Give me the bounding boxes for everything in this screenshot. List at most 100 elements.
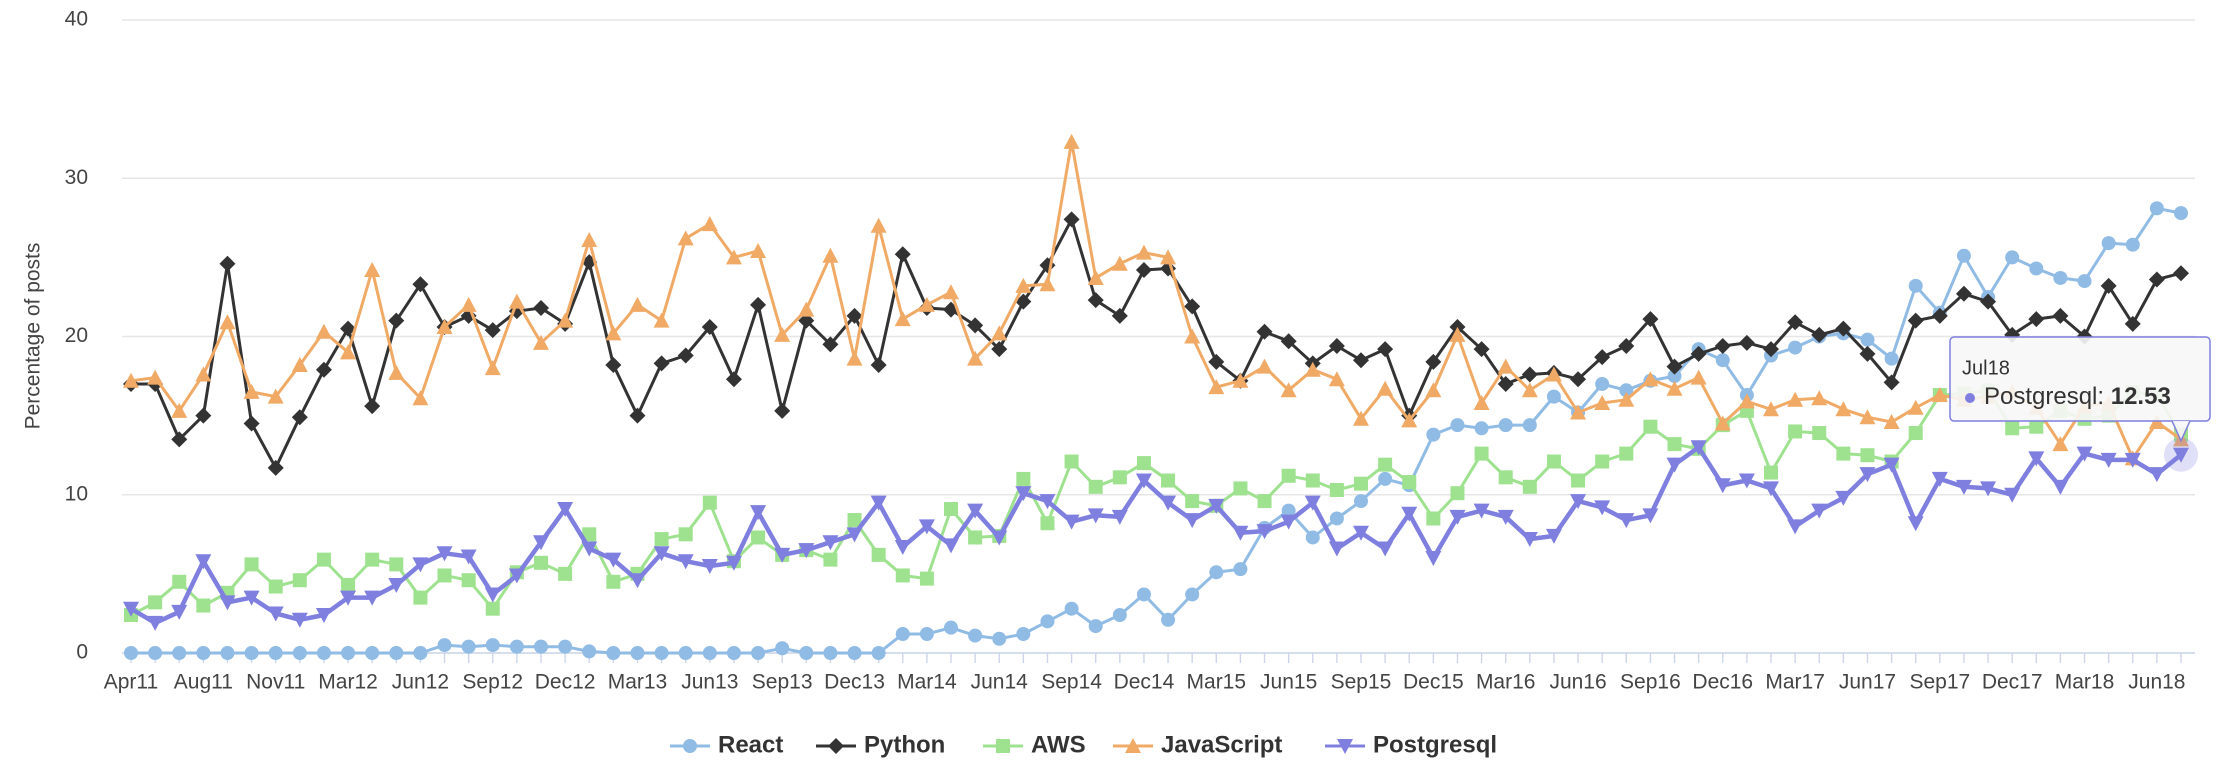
x-tick-label: Mar17 (1765, 671, 1825, 694)
marker (1449, 326, 1466, 342)
marker (1859, 467, 1876, 483)
marker (1328, 337, 1345, 354)
marker (533, 334, 549, 350)
marker (1015, 293, 1032, 310)
marker (1354, 476, 1368, 491)
marker (1738, 393, 1755, 409)
marker (1232, 372, 1249, 388)
marker (1450, 486, 1465, 501)
marker (725, 249, 742, 265)
x-tick-label: Apr11 (104, 671, 158, 694)
marker (1811, 326, 1828, 343)
marker (1450, 418, 1465, 433)
marker (1232, 525, 1249, 541)
marker (1546, 389, 1561, 404)
marker (2052, 479, 2069, 495)
marker (701, 319, 718, 336)
marker (1667, 369, 1682, 384)
marker (508, 293, 525, 309)
marker (315, 323, 332, 339)
x-tick-label: Aug11 (174, 671, 233, 694)
marker (1595, 454, 1610, 469)
marker (1401, 506, 1418, 522)
marker (243, 383, 260, 399)
marker (1884, 351, 1899, 366)
marker (1738, 334, 1755, 351)
marker (2077, 274, 2092, 289)
marker (702, 495, 717, 510)
marker (1087, 292, 1104, 309)
marker (1160, 495, 1177, 511)
marker (967, 317, 984, 334)
marker (1883, 374, 1900, 391)
marker (1111, 255, 1128, 271)
marker (1208, 379, 1225, 395)
marker (220, 646, 235, 660)
marker (147, 615, 164, 631)
marker (1185, 587, 1200, 602)
marker (2052, 436, 2069, 452)
marker (2053, 270, 2068, 285)
marker (1787, 314, 1804, 331)
marker (1955, 479, 1972, 495)
marker (605, 552, 622, 568)
marker (1233, 481, 1248, 496)
marker (1377, 541, 1394, 557)
marker (1521, 532, 1538, 548)
marker (1931, 387, 1948, 403)
tooltip: Jul18 Postgresql: 12.53 (1949, 336, 2211, 472)
marker (943, 284, 959, 300)
marker (291, 409, 308, 426)
marker (996, 739, 1010, 753)
marker (195, 554, 212, 570)
marker (1474, 421, 1489, 436)
marker (485, 638, 500, 653)
series (124, 201, 2188, 660)
marker (148, 595, 163, 610)
marker (1955, 285, 1972, 302)
marker (1161, 612, 1176, 627)
marker (1859, 409, 1876, 425)
marker (171, 604, 188, 620)
marker (2076, 446, 2093, 462)
marker (460, 296, 477, 312)
x-tick-label: Jun17 (1839, 671, 1896, 694)
marker (1498, 418, 1513, 433)
marker (653, 546, 670, 562)
marker (1184, 513, 1201, 529)
x-tick-label: Mar12 (318, 671, 378, 694)
marker (1184, 328, 1201, 344)
marker (1980, 293, 1997, 310)
marker (1570, 494, 1587, 510)
series (123, 211, 2189, 476)
marker (1112, 470, 1127, 485)
marker (1337, 739, 1353, 754)
marker (292, 646, 307, 660)
marker (1811, 503, 1828, 519)
marker (1521, 366, 1538, 383)
marker (1016, 471, 1031, 486)
x-tick-label: Mar18 (2055, 671, 2115, 694)
y-tick-label: 0 (76, 641, 88, 664)
x-tick-label: Mar13 (608, 671, 668, 694)
series-line (130, 140, 2182, 460)
marker (508, 568, 525, 584)
marker (172, 646, 187, 660)
marker (1401, 412, 1418, 428)
marker (389, 646, 404, 660)
marker (291, 356, 308, 372)
marker (365, 552, 380, 567)
marker (1714, 478, 1731, 494)
marker (291, 612, 308, 628)
marker (606, 646, 621, 660)
marker (750, 243, 767, 259)
tooltip-series: Postgresql (1984, 383, 2097, 410)
tooltip-pointer (2171, 420, 2191, 443)
marker (2174, 206, 2188, 221)
marker (2100, 277, 2117, 294)
marker (267, 388, 284, 404)
marker (991, 530, 1008, 546)
marker (196, 646, 211, 660)
marker (340, 344, 357, 360)
marker (2004, 487, 2021, 503)
